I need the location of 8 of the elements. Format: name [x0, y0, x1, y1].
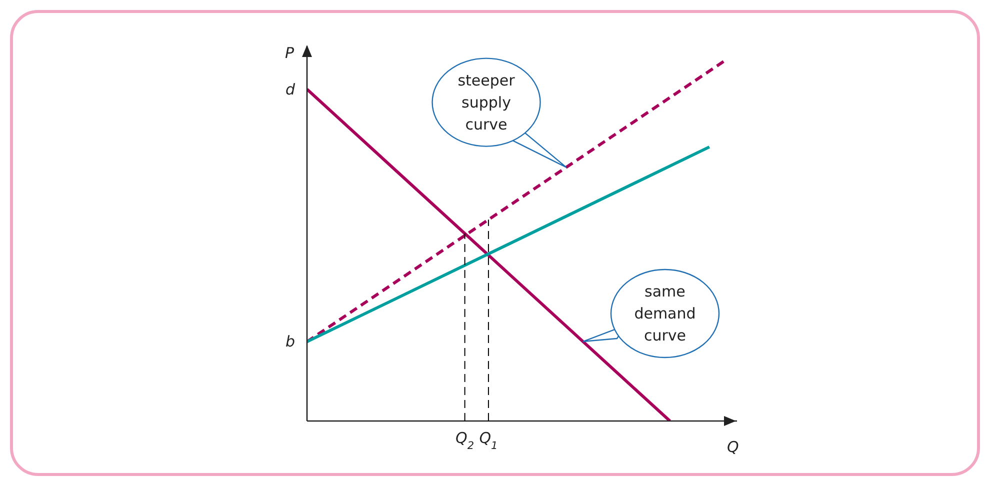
- x-tick-label: Q$_{2}$: [456, 429, 474, 452]
- x-tick-label: Q$_{1}$: [479, 429, 498, 452]
- y-axis-title: P: [285, 44, 295, 62]
- x-axis-title: Q: [727, 438, 739, 456]
- annotation: same demand curve: [634, 282, 696, 345]
- text: d: [285, 80, 296, 98]
- text: b: [285, 332, 295, 351]
- annotation: steeper supply curve: [458, 71, 516, 134]
